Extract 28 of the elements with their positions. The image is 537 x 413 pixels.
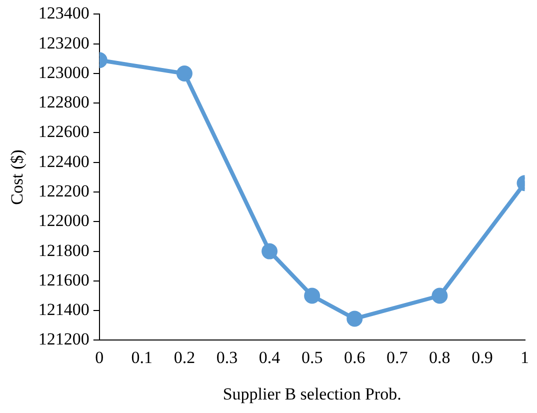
y-axis-title: Cost ($) (8, 150, 27, 205)
x-axis-title: Supplier B selection Prob. (222, 384, 402, 404)
y-tick-label: 122000 (38, 211, 90, 230)
y-tick-label: 121200 (38, 330, 90, 349)
x-tick-label: 0.6 (344, 348, 366, 367)
x-tick-label: 0.9 (472, 348, 493, 367)
x-tick-label: 0.8 (429, 348, 450, 367)
x-tick-label: 0.1 (131, 348, 153, 367)
point (346, 310, 363, 327)
x-tick-label: 0.2 (174, 348, 196, 367)
y-tick-label: 122400 (38, 152, 90, 171)
point (262, 243, 278, 260)
x-tick-label: 0.3 (216, 348, 238, 367)
x-tick-label: 0.4 (258, 348, 281, 367)
x-tick-label: 0.5 (301, 348, 323, 367)
y-tick-label: 122600 (38, 122, 90, 142)
y-tick-label: 123000 (38, 62, 90, 82)
y-tick-label: 122200 (38, 181, 90, 200)
x-tick-label: 0 (95, 348, 104, 367)
y-tick-label: 123400 (38, 4, 90, 23)
x-tick-label: 1 (520, 348, 529, 367)
y-tick-label: 121800 (38, 240, 90, 260)
point (304, 288, 320, 304)
y-tick-label: 122800 (38, 92, 90, 112)
x-tick-label: 0.7 (386, 348, 408, 367)
y-tick-label: 121600 (38, 270, 90, 290)
y-tick-label: 121400 (38, 300, 90, 320)
y-tick-label: 123200 (38, 33, 90, 52)
